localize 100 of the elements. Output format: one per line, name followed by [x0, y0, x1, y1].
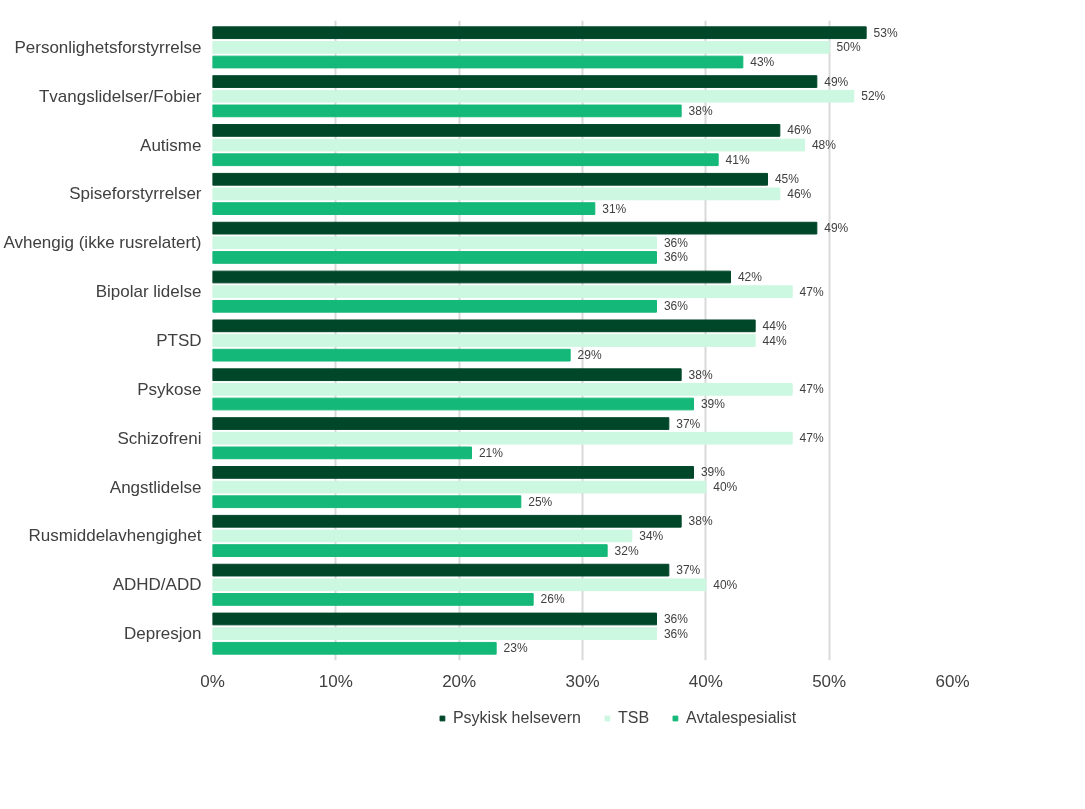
bar [212, 334, 756, 347]
bar [212, 89, 855, 103]
bar [212, 285, 793, 299]
data-label: 49% [824, 74, 849, 89]
data-label: 36% [663, 626, 689, 641]
data-label: 36% [663, 250, 689, 265]
bar [212, 124, 781, 137]
data-label: 47% [799, 284, 824, 299]
data-label: 23% [503, 641, 528, 656]
data-label: 31% [602, 201, 627, 216]
bar [212, 270, 731, 284]
bar [212, 578, 707, 592]
x-tick-label: 50% [812, 671, 847, 691]
data-label: 43% [750, 55, 775, 70]
bar [212, 480, 707, 494]
x-tick-label: 20% [442, 671, 477, 691]
data-label: 39% [700, 465, 726, 480]
bar [212, 382, 793, 396]
y-tick-label: PTSD [156, 331, 202, 350]
bar [212, 431, 793, 445]
bar [212, 641, 497, 655]
data-label: 48% [811, 138, 837, 153]
y-tick-label: Spiseforstyrrelser [69, 184, 202, 204]
data-label: 52% [861, 89, 886, 104]
y-tick-label: Tvangslidelser/Fobier [38, 86, 202, 106]
x-tick-label: 10% [318, 671, 353, 691]
bar [212, 187, 781, 201]
data-label: 32% [614, 543, 639, 558]
bar [212, 41, 830, 54]
data-label: 21% [478, 445, 504, 460]
data-label: 36% [663, 611, 689, 626]
bar [212, 319, 756, 333]
x-tick-label: 40% [688, 671, 723, 691]
data-label: 47% [799, 431, 824, 446]
bar [212, 26, 867, 40]
x-tick-label: 60% [935, 671, 970, 691]
bar [212, 446, 472, 460]
bar [212, 221, 818, 235]
bar [212, 417, 670, 430]
bar [212, 55, 744, 69]
data-label: 38% [688, 367, 713, 382]
data-label: 37% [676, 416, 701, 431]
data-label: 41% [725, 152, 750, 167]
bar [212, 138, 805, 152]
y-tick-label: Schizofreni [117, 428, 202, 448]
bar [212, 397, 694, 411]
bar [212, 368, 682, 382]
data-label: 36% [663, 299, 689, 314]
data-label: 47% [799, 382, 824, 397]
data-label: 38% [688, 514, 713, 529]
data-label: 42% [737, 269, 763, 284]
bar [212, 593, 534, 606]
bar [212, 75, 818, 88]
y-tick-label: Rusmiddelavhengighet [28, 526, 202, 546]
y-tick-label: Personlighetsforstyrrelse [14, 37, 202, 57]
bar [212, 514, 682, 528]
bar [212, 544, 608, 557]
x-tick-label: 30% [565, 671, 600, 691]
x-tick-label: 0% [200, 671, 225, 691]
bar [212, 172, 768, 186]
data-label: 36% [663, 235, 689, 250]
data-label: 40% [713, 577, 738, 592]
bar [212, 466, 694, 479]
data-label: 49% [824, 221, 849, 236]
y-tick-label: Depresjon [124, 624, 202, 644]
bar [212, 495, 522, 509]
data-label: 44% [762, 318, 787, 333]
legend-label: Avtalespesialist [686, 709, 797, 727]
y-tick-label: Angstlidelse [109, 477, 202, 497]
bar [212, 202, 596, 215]
data-label: 25% [528, 494, 553, 509]
data-label: 46% [787, 123, 812, 138]
y-tick-label: Avhengig (ikke rusrelatert) [3, 233, 202, 253]
data-label: 44% [762, 333, 787, 348]
y-tick-label: Autisme [140, 135, 202, 155]
data-label: 37% [676, 563, 701, 578]
data-label: 53% [873, 25, 898, 40]
y-tick-label: ADHD/ADD [112, 575, 202, 595]
bar [212, 104, 682, 118]
data-label: 45% [774, 172, 800, 187]
data-label: 50% [836, 40, 861, 55]
data-label: 26% [540, 592, 565, 607]
data-label: 39% [700, 397, 726, 412]
y-tick-label: Bipolar lidelse [95, 282, 202, 302]
data-label: 29% [577, 348, 602, 363]
data-label: 38% [688, 103, 713, 118]
bar [212, 563, 670, 577]
bar [212, 153, 719, 167]
bar [212, 529, 633, 543]
bar [212, 612, 657, 626]
legend-label: TSB [617, 709, 650, 727]
bar [212, 627, 657, 640]
bar [212, 348, 571, 362]
data-label: 46% [787, 186, 812, 201]
data-label: 40% [713, 480, 738, 495]
bar [212, 236, 657, 250]
y-tick-label: Psykose [137, 379, 202, 399]
data-label: 34% [639, 528, 664, 543]
bar [212, 299, 657, 313]
bar [212, 251, 657, 264]
